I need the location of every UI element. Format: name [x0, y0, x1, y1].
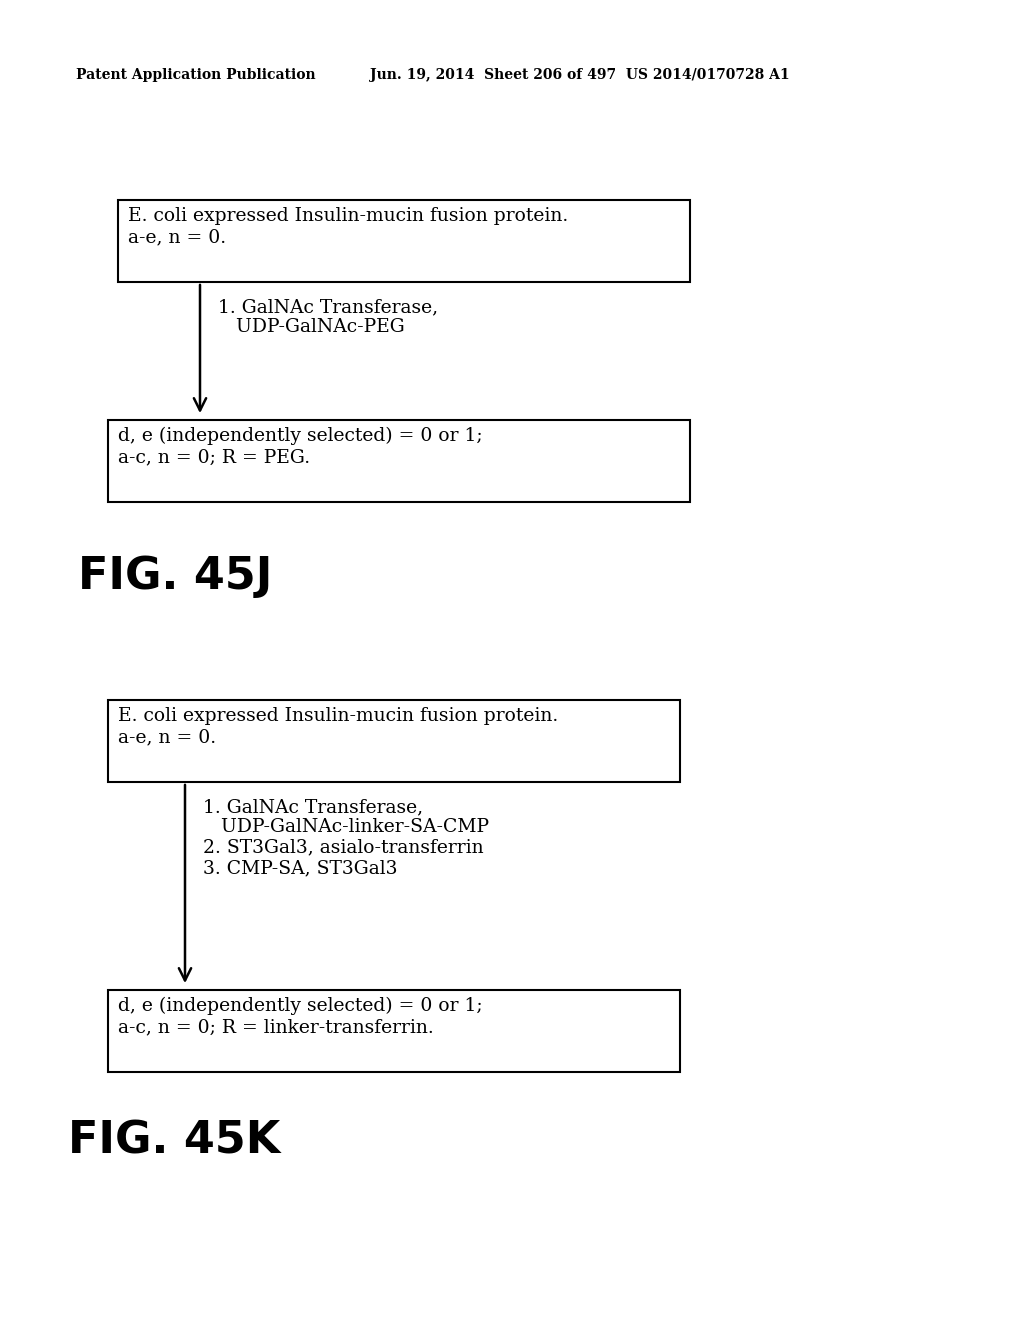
Bar: [108, 420, 690, 502]
Text: 2. ST3Gal3, asialo-transferrin: 2. ST3Gal3, asialo-transferrin: [203, 838, 483, 857]
Text: Jun. 19, 2014  Sheet 206 of 497  US 2014/0170728 A1: Jun. 19, 2014 Sheet 206 of 497 US 2014/0…: [370, 69, 790, 82]
Text: 3. CMP-SA, ST3Gal3: 3. CMP-SA, ST3Gal3: [203, 859, 397, 876]
Text: E. coli expressed Insulin-mucin fusion protein.: E. coli expressed Insulin-mucin fusion p…: [128, 207, 568, 226]
Text: UDP-GalNAc-linker-SA-CMP: UDP-GalNAc-linker-SA-CMP: [203, 818, 489, 837]
Bar: [118, 201, 690, 282]
Text: d, e (independently selected) = 0 or 1;: d, e (independently selected) = 0 or 1;: [118, 428, 482, 445]
Bar: [108, 700, 680, 781]
Text: a-e, n = 0.: a-e, n = 0.: [128, 228, 226, 247]
Text: d, e (independently selected) = 0 or 1;: d, e (independently selected) = 0 or 1;: [118, 997, 482, 1015]
Text: 1. GalNAc Transferase,: 1. GalNAc Transferase,: [218, 298, 438, 317]
Bar: [108, 990, 680, 1072]
Text: FIG. 45K: FIG. 45K: [68, 1119, 281, 1163]
Text: 1. GalNAc Transferase,: 1. GalNAc Transferase,: [203, 799, 423, 816]
Text: UDP-GalNAc-PEG: UDP-GalNAc-PEG: [218, 318, 404, 337]
Text: a-c, n = 0; R = linker-transferrin.: a-c, n = 0; R = linker-transferrin.: [118, 1019, 434, 1036]
Text: a-c, n = 0; R = PEG.: a-c, n = 0; R = PEG.: [118, 449, 310, 466]
Text: E. coli expressed Insulin-mucin fusion protein.: E. coli expressed Insulin-mucin fusion p…: [118, 708, 558, 726]
Text: Patent Application Publication: Patent Application Publication: [76, 69, 315, 82]
Text: a-e, n = 0.: a-e, n = 0.: [118, 729, 216, 746]
Text: FIG. 45J: FIG. 45J: [78, 554, 272, 598]
